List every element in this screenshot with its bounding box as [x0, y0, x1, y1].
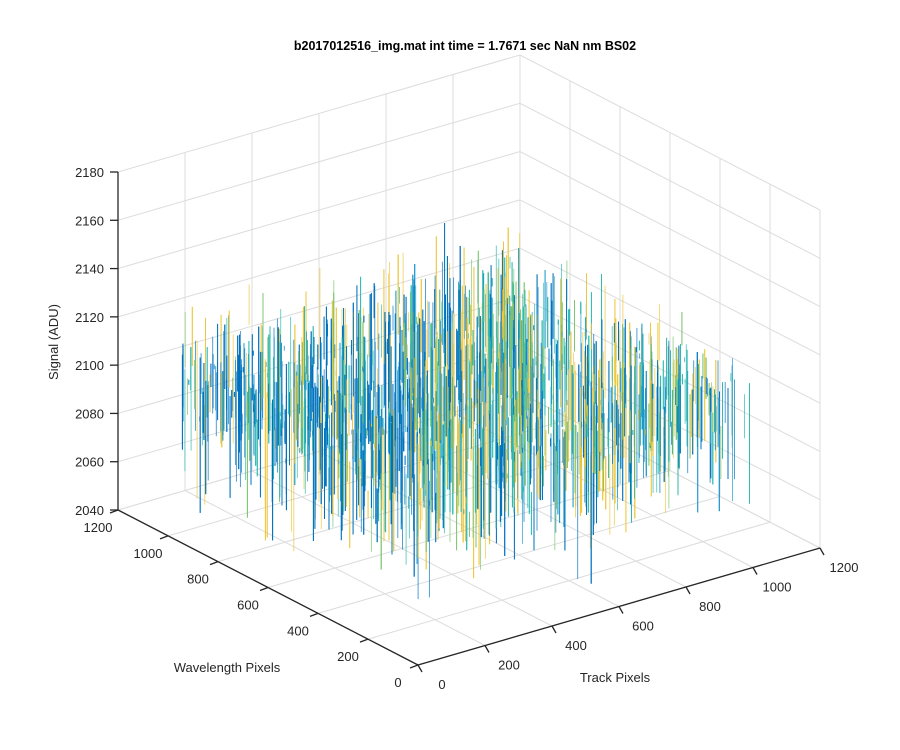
z-tick-label: 2180 [75, 165, 104, 180]
x-tick [484, 645, 490, 653]
x-tick [819, 547, 825, 556]
x-tick-label: 1000 [763, 580, 792, 595]
z-axis-label: Signal (ADU) [46, 304, 61, 380]
x-tick-label: 200 [498, 658, 520, 673]
x-tick-label: 1200 [830, 560, 859, 575]
x-tick [685, 586, 691, 595]
x-tick-label: 600 [632, 619, 654, 634]
y-tick-label: 400 [287, 623, 309, 638]
chart-title: b2017012516_img.mat int time = 1.7671 se… [294, 39, 636, 53]
z-tick-label: 2100 [75, 358, 104, 373]
grid-line-y-floor [317, 495, 721, 614]
grid-line-z [117, 54, 821, 211]
z-tick-label: 2060 [75, 455, 104, 470]
grid-line-z [117, 102, 821, 259]
y-tick [209, 561, 219, 566]
grid-line-y-floor [217, 444, 621, 563]
y-tick [159, 535, 169, 540]
signal-surface [181, 223, 750, 600]
z-tick-label: 2040 [75, 503, 104, 518]
y-tick-label: 1200 [84, 520, 113, 535]
axes-lines [109, 171, 825, 673]
y-tick-label: 0 [394, 675, 401, 690]
x-tick [752, 567, 758, 575]
y-tick-label: 1000 [134, 546, 163, 561]
grid-line-z [117, 151, 821, 308]
x-tick-label: 800 [699, 599, 721, 614]
grid-line-y-floor [367, 521, 771, 640]
x-tick-label: 0 [438, 677, 445, 692]
y-tick-label: 200 [337, 649, 359, 664]
y-tick-label: 600 [237, 598, 259, 613]
y-axis-label: Wavelength Pixels [174, 660, 281, 675]
x-tick [551, 625, 557, 634]
z-tick-label: 2120 [75, 310, 104, 325]
y-tick [309, 612, 319, 617]
z-tick-label: 2080 [75, 406, 104, 421]
grid-line-y-floor [167, 418, 571, 537]
x-axis-label: Track Pixels [580, 670, 651, 685]
x-tick-label: 400 [565, 638, 587, 653]
y-tick [259, 586, 269, 592]
grid-line-z [117, 199, 821, 356]
y-tick-label: 800 [187, 572, 209, 587]
x-tick [618, 606, 624, 614]
z-tick-label: 2140 [75, 262, 104, 277]
y-tick [409, 664, 419, 669]
y-tick [359, 638, 369, 643]
tick-labels: 0 200 400 600 800 1000 1200 0 200 400 600 800 1000 12… [75, 165, 858, 692]
x-tick [417, 664, 423, 673]
z-tick-label: 2160 [75, 213, 104, 228]
